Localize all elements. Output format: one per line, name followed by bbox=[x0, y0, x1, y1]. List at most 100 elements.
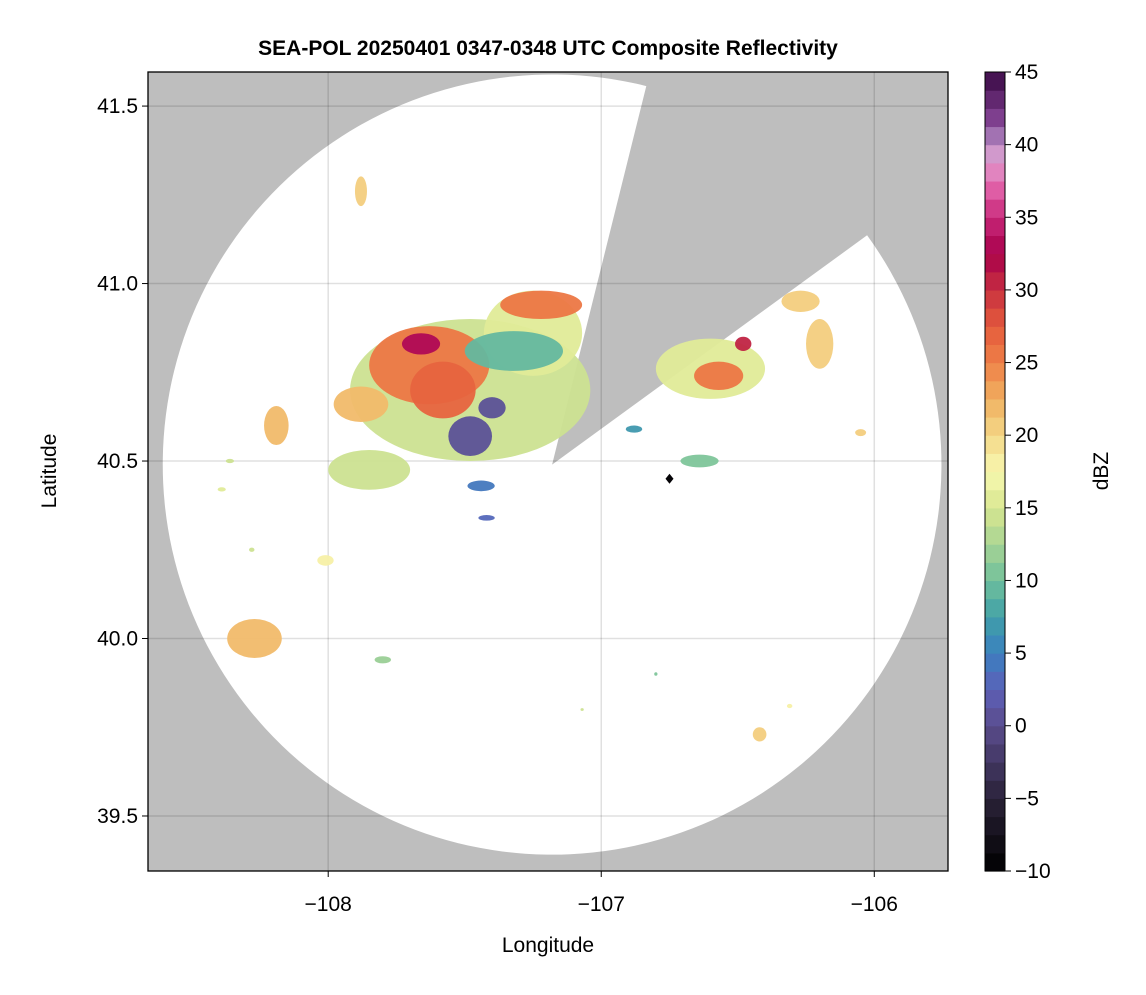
colorbar-tick-label: 15 bbox=[1015, 497, 1038, 520]
colorbar-band bbox=[985, 689, 1005, 709]
colorbar-band bbox=[985, 253, 1005, 273]
colorbar-tick-label: 35 bbox=[1015, 206, 1038, 229]
colorbar-tick-label: 30 bbox=[1015, 279, 1038, 302]
reflectivity-echoes bbox=[217, 176, 867, 742]
colorbar-band bbox=[985, 326, 1005, 345]
echo-cell bbox=[401, 333, 441, 355]
chart-title: SEA-POL 20250401 0347-0348 UTC Composite… bbox=[258, 37, 838, 60]
colorbar-band bbox=[985, 525, 1005, 545]
colorbar-band bbox=[985, 798, 1005, 818]
x-tick-label: −108 bbox=[305, 893, 352, 916]
echo-cell bbox=[227, 618, 282, 659]
colorbar-band bbox=[985, 144, 1005, 164]
colorbar-band bbox=[985, 580, 1005, 600]
y-tick-label: 41.0 bbox=[97, 273, 138, 296]
colorbar-band bbox=[985, 707, 1005, 727]
echo-cell bbox=[625, 425, 643, 433]
y-tick-label: 41.5 bbox=[97, 95, 138, 118]
echo-cell bbox=[374, 656, 392, 664]
colorbar-band bbox=[985, 344, 1005, 364]
x-axis-ticks: −108 −107 −106 bbox=[305, 871, 898, 916]
echo-cell bbox=[225, 458, 235, 464]
colorbar-band bbox=[985, 398, 1005, 418]
echo-cell bbox=[249, 547, 255, 552]
colorbar-band bbox=[985, 598, 1005, 618]
echo-cell bbox=[333, 386, 389, 422]
colorbar-band bbox=[985, 453, 1005, 473]
colorbar-tick-label: 5 bbox=[1015, 642, 1027, 665]
colorbar-tick-label: 10 bbox=[1015, 569, 1038, 592]
colorbar-tick-label: 20 bbox=[1015, 424, 1038, 447]
x-axis-label: Longitude bbox=[502, 934, 594, 957]
colorbar-band bbox=[985, 180, 1005, 200]
echo-cell bbox=[467, 480, 495, 492]
y-tick-label: 39.5 bbox=[97, 805, 138, 828]
colorbar-band bbox=[985, 380, 1005, 400]
colorbar-band bbox=[985, 289, 1005, 309]
echo-cell bbox=[694, 361, 744, 391]
colorbar-tick-label: −5 bbox=[1015, 787, 1039, 810]
echo-cell bbox=[478, 514, 495, 521]
echo-cell bbox=[410, 361, 476, 419]
echo-cell bbox=[264, 406, 289, 446]
echo-cell bbox=[752, 727, 767, 742]
echo-cell bbox=[217, 487, 226, 492]
colorbar-band bbox=[985, 634, 1005, 654]
y-tick-label: 40.0 bbox=[97, 628, 138, 651]
echo-cell bbox=[680, 454, 719, 468]
echo-cell bbox=[781, 290, 820, 312]
colorbar-band bbox=[985, 471, 1005, 491]
colorbar-band bbox=[985, 743, 1005, 763]
plot-frame bbox=[147, 71, 949, 872]
colorbar-label: dBZ bbox=[1090, 452, 1113, 491]
echo-cell bbox=[464, 331, 564, 371]
colorbar-ticks: −10 −5 0 5 10 15 20 25 30 35 40 45 bbox=[1005, 61, 1051, 883]
colorbar-band bbox=[985, 653, 1005, 672]
colorbar-tick-label: 25 bbox=[1015, 352, 1038, 375]
echo-cell bbox=[317, 555, 334, 566]
colorbar-band bbox=[985, 562, 1005, 582]
colorbar-band bbox=[985, 90, 1005, 109]
echo-cell bbox=[786, 703, 793, 709]
echo-cell bbox=[478, 397, 506, 419]
colorbar-band bbox=[985, 616, 1005, 636]
colorbar-band bbox=[985, 725, 1005, 745]
colorbar-tick-label: 0 bbox=[1015, 715, 1027, 738]
y-tick-label: 40.5 bbox=[97, 450, 138, 473]
y-axis-label: Latitude bbox=[38, 434, 61, 509]
colorbar bbox=[985, 72, 1005, 872]
echo-cell bbox=[448, 416, 493, 457]
colorbar-frame bbox=[984, 71, 1006, 872]
colorbar-band bbox=[985, 834, 1005, 854]
colorbar-band bbox=[985, 126, 1005, 146]
colorbar-tick-label: −10 bbox=[1015, 860, 1051, 883]
colorbar-band bbox=[985, 162, 1005, 182]
colorbar-band bbox=[985, 816, 1005, 836]
colorbar-band bbox=[985, 762, 1005, 781]
colorbar-band bbox=[985, 435, 1005, 454]
echo-cell bbox=[328, 450, 411, 490]
x-tick-label: −106 bbox=[851, 893, 898, 916]
radar-coverage-area bbox=[162, 74, 942, 855]
echo-cell bbox=[665, 473, 674, 484]
echo-cell bbox=[654, 672, 658, 676]
echo-cell bbox=[855, 429, 867, 437]
colorbar-band bbox=[985, 671, 1005, 691]
colorbar-band bbox=[985, 780, 1005, 799]
colorbar-band bbox=[985, 507, 1005, 527]
echo-cell bbox=[354, 176, 367, 207]
colorbar-band bbox=[985, 217, 1005, 237]
colorbar-band bbox=[985, 271, 1005, 291]
colorbar-band bbox=[985, 544, 1005, 563]
echo-cell bbox=[580, 708, 584, 711]
colorbar-band bbox=[985, 72, 1005, 91]
colorbar-band bbox=[985, 489, 1005, 509]
colorbar-band bbox=[985, 235, 1005, 255]
colorbar-band bbox=[985, 199, 1005, 218]
echo-cell bbox=[806, 319, 834, 369]
colorbar-band bbox=[985, 108, 1005, 128]
echo-cell bbox=[500, 290, 583, 320]
echo-cell bbox=[735, 336, 752, 351]
colorbar-band bbox=[985, 852, 1005, 872]
